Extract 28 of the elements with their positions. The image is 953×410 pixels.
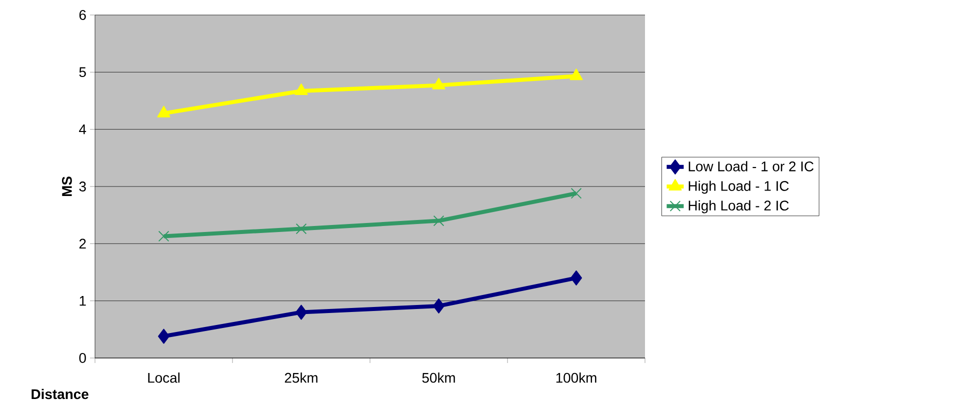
point [570,188,582,199]
point [570,68,583,80]
x-tick-label: 50km [422,372,455,383]
legend-label: High Load - 1 IC [688,180,789,194]
point [158,328,170,344]
x-tick-label: 25km [284,372,318,383]
x-tick-label: Local [148,372,180,383]
point [157,106,170,118]
y-tick-label: 4 [79,124,86,134]
point [296,304,307,320]
y-tick-label: 2 [79,238,86,249]
point [433,215,444,226]
y-tick-label: 5 [79,67,86,78]
point [432,78,446,90]
y-axis-title: MS [62,176,72,196]
legend-label: High Load - 2 IC [688,200,789,214]
point [570,270,582,286]
x-tick-label: 100km [556,372,596,383]
point [433,298,445,314]
point [294,84,308,96]
y-tick-label: 0 [79,353,86,363]
x-axis-title: Distance [32,388,88,400]
y-tick-label: 6 [79,10,86,20]
y-tick-label: 1 [80,296,86,306]
legend-label: Low Load - 1 or 2 IC [688,161,814,172]
point [158,230,170,242]
y-tick-label: 3 [79,182,86,192]
point [296,223,307,234]
